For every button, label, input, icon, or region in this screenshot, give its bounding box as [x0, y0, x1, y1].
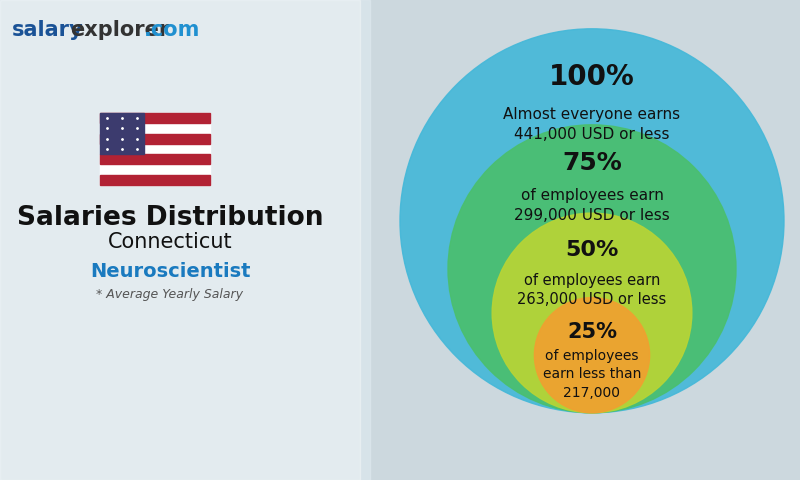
- Bar: [0, 0, 370, 480]
- Text: salary: salary: [12, 20, 84, 40]
- Circle shape: [492, 213, 692, 413]
- Text: Salaries Distribution: Salaries Distribution: [17, 205, 323, 231]
- Text: Connecticut: Connecticut: [108, 232, 232, 252]
- Text: of employees
earn less than
217,000: of employees earn less than 217,000: [543, 349, 641, 400]
- Text: .com: .com: [144, 20, 200, 40]
- Text: of employees earn
299,000 USD or less: of employees earn 299,000 USD or less: [514, 188, 670, 223]
- Bar: [100, 154, 210, 165]
- Text: Almost everyone earns
441,000 USD or less: Almost everyone earns 441,000 USD or les…: [503, 108, 681, 142]
- Text: * Average Yearly Salary: * Average Yearly Salary: [97, 288, 243, 301]
- Text: explorer: explorer: [70, 20, 170, 40]
- Text: Neuroscientist: Neuroscientist: [90, 262, 250, 281]
- Text: of employees earn
263,000 USD or less: of employees earn 263,000 USD or less: [518, 273, 666, 307]
- Text: 25%: 25%: [567, 322, 617, 342]
- Text: 50%: 50%: [566, 240, 618, 260]
- Circle shape: [400, 29, 784, 413]
- Circle shape: [448, 125, 736, 413]
- Text: 75%: 75%: [562, 151, 622, 175]
- Bar: [100, 133, 210, 144]
- Bar: [100, 113, 210, 185]
- Bar: [100, 113, 144, 154]
- Bar: [100, 175, 210, 185]
- Bar: [100, 113, 210, 123]
- Text: 100%: 100%: [549, 63, 635, 91]
- Bar: [0, 0, 360, 480]
- Circle shape: [534, 298, 650, 413]
